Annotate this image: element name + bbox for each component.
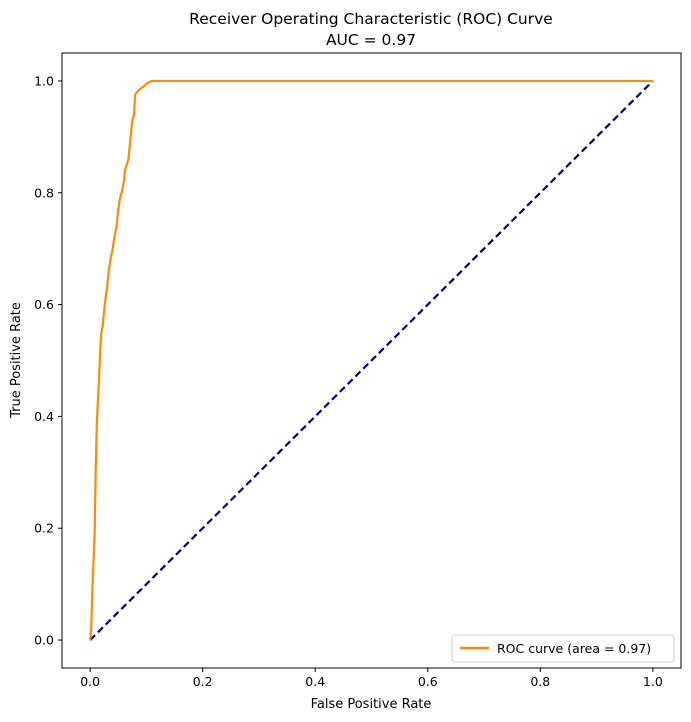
- x-tick-label: 0.4: [305, 674, 325, 689]
- legend: ROC curve (area = 0.97): [451, 634, 675, 663]
- chart-title: Receiver Operating Characteristic (ROC) …: [189, 10, 553, 28]
- x-axis-ticks: 0.0 0.2 0.4 0.6 0.8 1.0: [80, 668, 663, 689]
- legend-box: [451, 634, 675, 663]
- legend-label: ROC curve (area = 0.97): [497, 641, 651, 656]
- x-axis-label: False Positive Rate: [311, 697, 432, 712]
- chart-subtitle: AUC = 0.97: [326, 31, 416, 49]
- x-tick-label: 0.2: [193, 674, 213, 689]
- plot-area: [89, 79, 654, 641]
- y-tick-label: 0.2: [34, 521, 54, 536]
- y-tick-label: 0.6: [34, 297, 54, 312]
- y-tick-label: 0.4: [34, 409, 54, 424]
- roc-curve-line: [89, 79, 653, 641]
- y-tick-label: 1.0: [34, 73, 54, 88]
- chance-diagonal-line: [89, 80, 654, 641]
- x-tick-label: 0.0: [80, 674, 100, 689]
- y-axis-ticks: 0.0 0.2 0.4 0.6 0.8 1.0: [34, 73, 62, 648]
- x-tick-label: 0.6: [418, 674, 438, 689]
- y-tick-label: 0.0: [34, 633, 54, 648]
- x-tick-label: 1.0: [643, 674, 663, 689]
- y-axis-label: True Positive Rate: [9, 302, 24, 419]
- y-tick-label: 0.8: [34, 185, 54, 200]
- axes-frame: [61, 52, 682, 669]
- x-tick-label: 0.8: [530, 674, 550, 689]
